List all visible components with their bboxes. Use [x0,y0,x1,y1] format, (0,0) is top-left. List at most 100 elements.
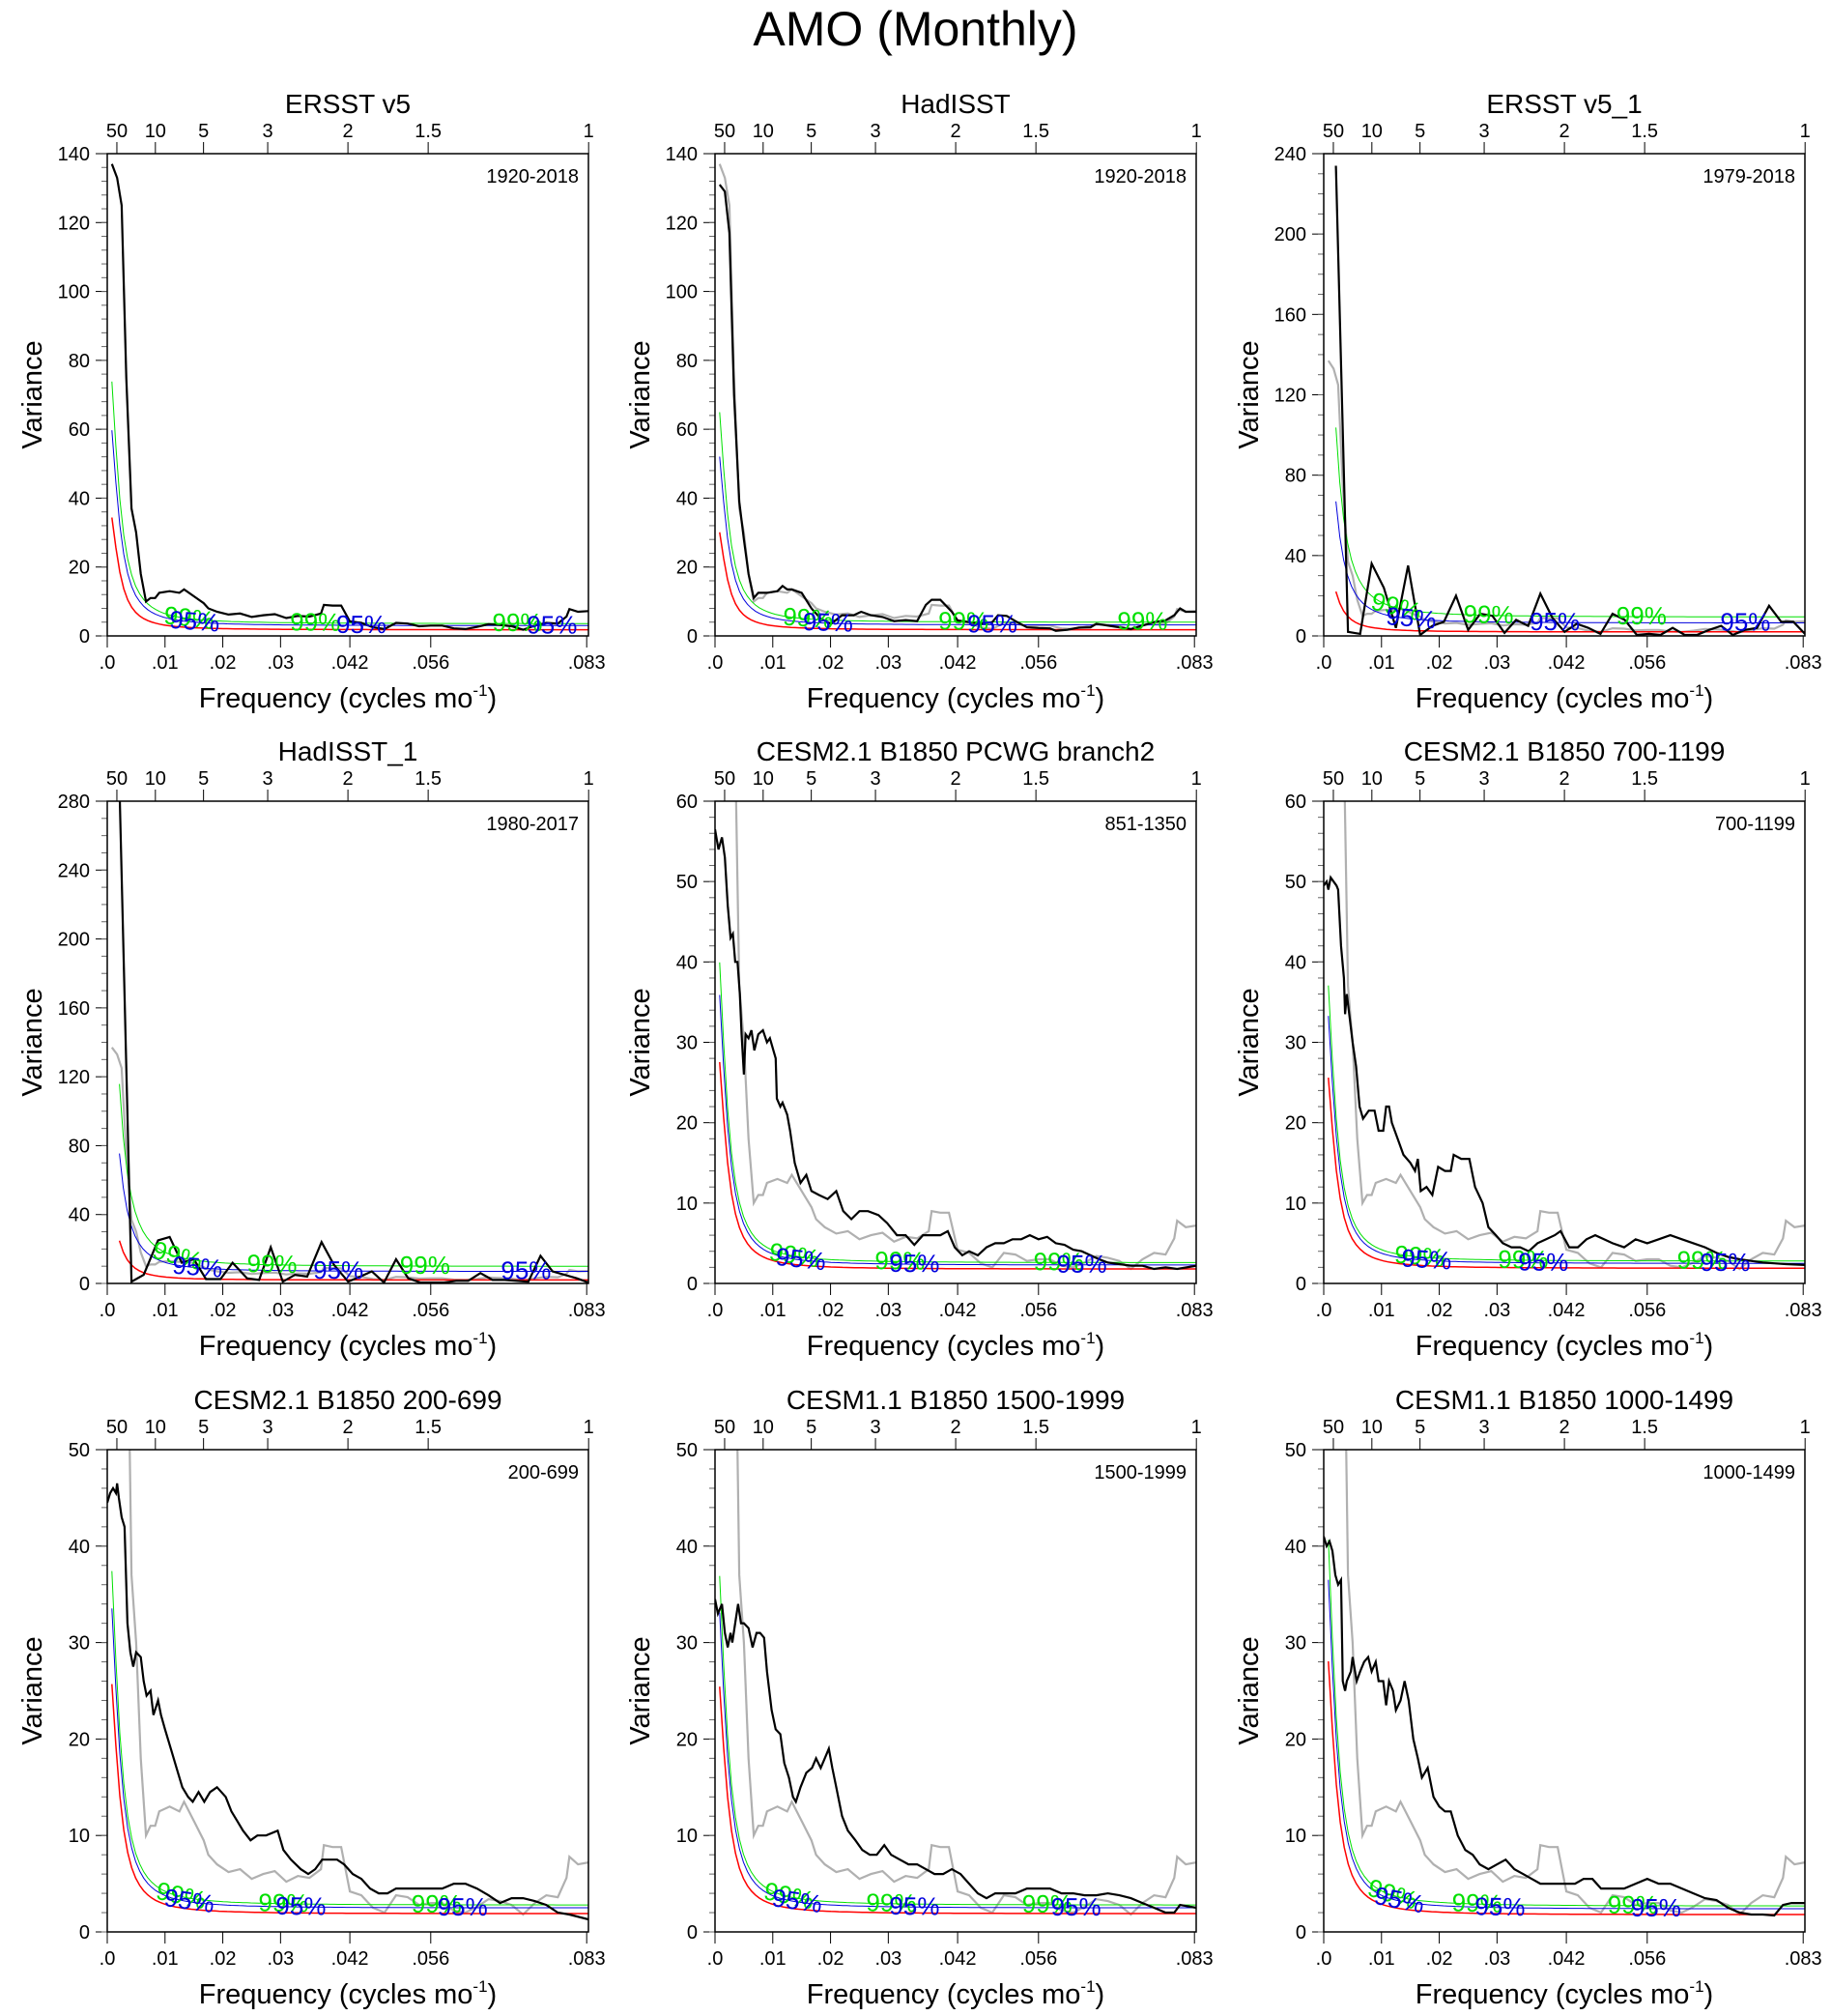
top-tick-label: 2 [1559,121,1570,142]
y-tick-label: 0 [1296,1274,1306,1295]
top-tick-label: 1 [1191,121,1202,142]
sig99-label: 99% [1451,1887,1502,1917]
y-tick-label: 40 [69,1537,90,1558]
top-tick-label: 5 [806,1417,816,1438]
sig99-label: 99% [1393,1239,1445,1272]
y-tick-label: 30 [1285,1633,1306,1655]
panel-4: HadISST_1 1980-2017 0 40 80 120 160 200 240 280 Va… [17,736,606,1362]
plot-frame [714,800,1197,1284]
x-tick-label: .042 [1548,1948,1586,1970]
sig95-label: 95% [889,1891,939,1921]
sig95-label: 95% [1057,1250,1107,1279]
top-tick-label: 1.5 [1631,121,1658,142]
sig95-line [719,456,1196,626]
x-tick-label: .0 [1316,1300,1332,1321]
x-tick-label: .042 [331,1300,369,1321]
y-tick-label: 50 [69,1440,90,1461]
top-tick-label: 50 [1323,768,1344,790]
top-tick-label: 1.5 [1022,121,1049,142]
period-label: 1920-2018 [486,166,579,187]
sig95-line [719,1612,1196,1909]
y-tick-label: 0 [687,626,698,648]
x-axis-label: Frequency (cycles mo-1) [1416,1977,1713,2010]
sig95-label: 95% [1385,601,1438,635]
sig95-label: 95% [1700,1248,1750,1277]
sig95-label: 95% [774,1242,827,1277]
y-tick-label: 20 [69,558,90,579]
panel-title: ERSST v5_1 [1486,89,1642,119]
sig95-label: 95% [770,1883,824,1918]
top-tick-label: 50 [714,1417,735,1438]
x-tick-label: .02 [210,652,237,674]
sig99-label: 99% [492,608,542,637]
plot-area [110,801,588,1283]
x-axis-label: Frequency (cycles mo-1) [1416,681,1713,714]
panel-1: ERSST v5 1920-2018 0 20 40 60 80 100 120 140 Varia… [17,89,606,714]
red-noise-line [111,1684,588,1915]
sig99-label: 99% [290,607,340,636]
x-tick-label: .056 [1628,652,1666,674]
y-tick-label: 100 [58,282,90,303]
sig95-label: 95% [1051,1892,1101,1921]
panel-title: CESM2.1 B1850 200-699 [193,1385,501,1415]
top-tick-label: 5 [198,121,209,142]
x-tick-label: .03 [1483,1300,1510,1321]
top-tick-label: 3 [1479,121,1490,142]
y-axis-label: Variance [625,1636,656,1744]
y-axis-label: Variance [1234,988,1265,1096]
x-tick-label: .056 [1019,652,1057,674]
x-tick-label: .083 [568,1948,606,1970]
x-tick-label: .02 [817,652,844,674]
y-tick-label: 140 [58,144,90,165]
plot-area [715,801,1196,1271]
y-tick-label: 240 [1274,144,1306,165]
x-tick-label: .01 [759,1300,787,1321]
sig99-label: 99% [1677,1246,1728,1275]
top-tick-label: 3 [263,768,273,790]
sig95-label: 95% [162,1883,216,1918]
x-tick-label: .0 [707,1948,724,1970]
x-tick-label: .01 [152,1300,179,1321]
top-tick-label: 50 [106,121,128,142]
sig95-label: 95% [501,1256,551,1285]
sig95-line [1328,1579,1805,1910]
sig99-line [1328,1540,1805,1907]
sig99-label: 99% [1616,601,1667,630]
sig99-line [1335,427,1805,618]
top-tick-label: 5 [1415,121,1425,142]
sig95-line [111,1608,588,1909]
y-tick-label: 0 [79,626,90,648]
y-tick-label: 10 [676,1826,698,1847]
y-tick-label: 140 [666,144,698,165]
panel-8: CESM1.1 B1850 1500-1999 1500-1999 0 10 20 30 4… [625,1385,1214,2010]
x-tick-label: .056 [412,652,449,674]
sig99-line [719,1575,1196,1906]
top-tick-label: 1.5 [1022,1417,1049,1438]
y-tick-label: 0 [79,1274,90,1295]
plot-area [718,163,1196,632]
x-tick-label: .0 [707,1300,724,1321]
sig95-label: 95% [1518,1248,1568,1277]
top-tick-label: 5 [198,768,209,790]
sig99-label: 99% [1463,599,1514,629]
top-tick-label: 5 [806,121,816,142]
sig95-label: 95% [1631,1893,1681,1922]
x-tick-label: .02 [817,1300,844,1321]
x-tick-label: .083 [1785,1300,1822,1321]
x-tick-label: .056 [412,1300,449,1321]
reference-spectrum-line [718,163,1196,631]
y-tick-label: 30 [69,1633,90,1655]
sig95-label: 95% [1474,1891,1526,1921]
top-tick-label: 50 [106,768,128,790]
x-tick-label: .01 [1368,1948,1395,1970]
top-tick-label: 10 [753,1417,774,1438]
period-label: 1980-2017 [486,814,579,835]
y-tick-label: 120 [58,213,90,234]
top-tick-label: 50 [714,121,735,142]
y-tick-label: 280 [58,792,90,813]
x-tick-label: .02 [1426,1300,1453,1321]
period-label: 851-1350 [1104,814,1187,835]
period-label: 1500-1999 [1094,1462,1187,1483]
top-tick-label: 2 [343,1417,354,1438]
y-tick-label: 0 [687,1922,698,1944]
